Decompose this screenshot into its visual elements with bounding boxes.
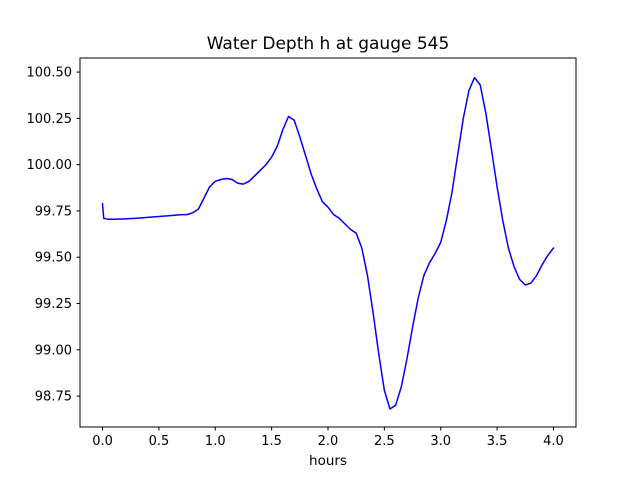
- x-tick-label: 1.0: [205, 434, 226, 449]
- x-tick-label: 0.0: [92, 434, 113, 449]
- y-tick-label: 99.00: [35, 343, 72, 358]
- x-axis-ticks: 0.0 0.5 1.0 1.5 2.0 2.5 3.0 3.5 4.0: [92, 427, 564, 449]
- x-tick-label: 3.5: [487, 434, 508, 449]
- x-tick-label: 0.5: [149, 434, 170, 449]
- y-tick-label: 100.50: [27, 66, 73, 81]
- y-tick-label: 99.75: [35, 204, 72, 219]
- chart-title: Water Depth h at gauge 545: [207, 34, 450, 54]
- x-tick-label: 1.5: [261, 434, 282, 449]
- x-tick-label: 3.0: [430, 434, 451, 449]
- y-tick-label: 99.50: [35, 251, 72, 266]
- y-tick-label: 98.75: [35, 390, 72, 405]
- y-axis-ticks: 98.75 99.00 99.25 99.50 99.75 100.00 100.25 100…: [27, 66, 80, 405]
- x-tick-label: 4.0: [543, 434, 564, 449]
- y-tick-label: 99.25: [35, 297, 72, 312]
- x-tick-label: 2.0: [318, 434, 339, 449]
- y-tick-label: 100.25: [27, 112, 73, 127]
- depth-line: [101, 76, 555, 410]
- x-tick-label: 2.5: [374, 434, 395, 449]
- axes-frame: [79, 57, 577, 428]
- x-axis-label: hours: [309, 453, 347, 469]
- y-tick-label: 100.00: [27, 158, 73, 173]
